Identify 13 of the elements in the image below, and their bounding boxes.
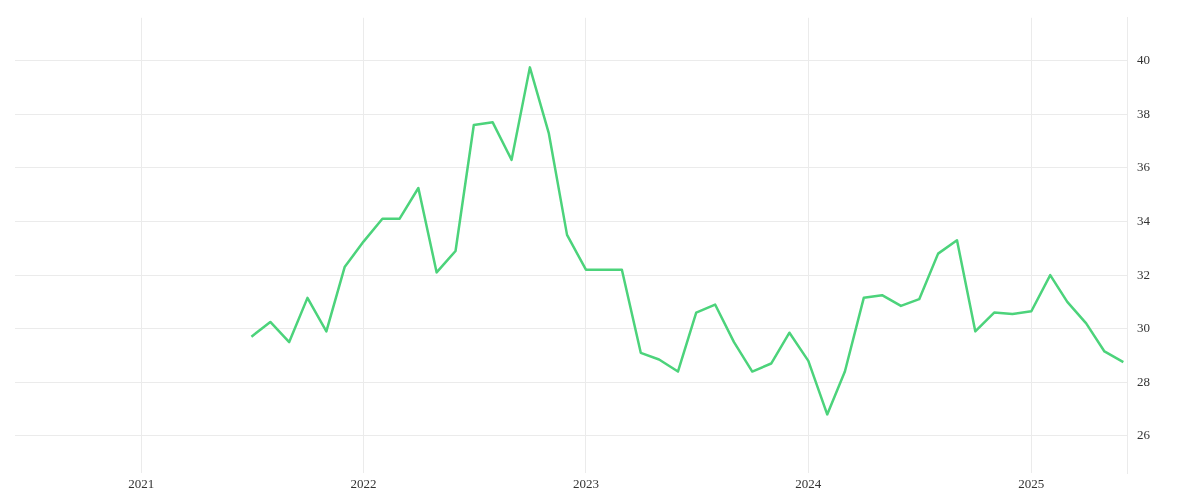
x-tick-label: 2025 — [1018, 475, 1045, 491]
y-tick-label: 28 — [1137, 373, 1150, 389]
x-tick-label: 2022 — [350, 475, 377, 491]
y-tick-label: 32 — [1137, 266, 1150, 282]
y-tick-label: 40 — [1137, 52, 1150, 68]
y-tick-label: 30 — [1137, 320, 1150, 336]
y-tick-label: 34 — [1137, 212, 1151, 228]
y-tick-label: 36 — [1137, 159, 1151, 175]
x-tick-label: 2021 — [128, 475, 155, 491]
x-tick-label: 2024 — [795, 475, 822, 491]
y-tick-label: 38 — [1137, 105, 1150, 121]
x-tick-label: 2023 — [572, 475, 599, 491]
y-tick-label: 26 — [1137, 427, 1151, 443]
